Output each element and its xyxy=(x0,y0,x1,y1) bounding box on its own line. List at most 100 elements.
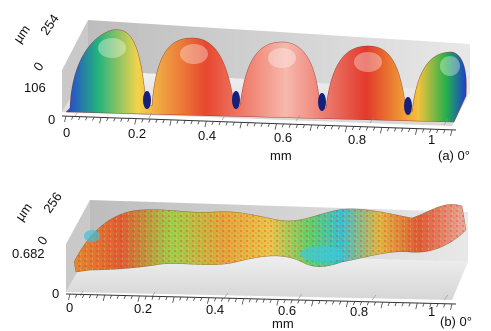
panel-b-z-low: 0.682 xyxy=(12,246,45,261)
panel-b-x-minor-ticks xyxy=(68,293,453,311)
panel-a-x-tick xyxy=(225,121,228,126)
panel-a-floor-grid xyxy=(74,111,449,126)
panel-a-x-tick xyxy=(379,127,383,134)
panel-a-x-tick xyxy=(239,122,242,129)
panel-b-x-tick xyxy=(339,300,342,305)
panel-a-x-tick xyxy=(436,129,439,134)
panel-a-x-tick xyxy=(408,128,411,133)
panel-b-x-tick xyxy=(234,298,238,303)
panel-a-caption: (a) 0° xyxy=(438,148,470,163)
panel-b-x-tick xyxy=(429,303,432,308)
panel-a-x-tick-3: 0.6 xyxy=(274,130,292,145)
panel-a-x-tick xyxy=(415,128,418,135)
panel-b-x-tick xyxy=(290,299,293,304)
panel-a-x-tick xyxy=(148,118,151,123)
panel-b-x-tick xyxy=(220,297,224,302)
panel-a-x-minor-ticks xyxy=(64,115,453,137)
panel-a-x-tick xyxy=(365,126,369,131)
panel-b-x-tick xyxy=(248,298,251,303)
panel-b-x-tick xyxy=(227,298,231,302)
panel-b-x-tick xyxy=(82,294,85,299)
panel-a-x-tick xyxy=(386,127,390,132)
panel-a-x-tick xyxy=(64,115,67,123)
panel-a-x-tick xyxy=(197,120,200,125)
panel-b-x-tick-3: 0.6 xyxy=(278,303,296,318)
panel-a-x-tick xyxy=(443,129,446,134)
panel-a-x-tick xyxy=(85,116,88,121)
panel-b-surface-texture xyxy=(74,204,466,272)
panel-b-x-tick xyxy=(325,300,328,305)
panel-b-x-tick xyxy=(450,303,453,311)
panel-a-x-tick xyxy=(134,118,137,125)
panel-b-x-tick xyxy=(408,302,411,307)
panel-b-x-tick xyxy=(172,296,175,303)
panel-b-left-wall xyxy=(66,200,90,292)
panel-a: µm 254 0 106 0 0 0.2 0.4 0.6 0.8 1 mm (a… xyxy=(10,11,470,163)
panel-b-x-tick xyxy=(193,297,196,301)
panel-a-x-tick xyxy=(232,121,235,126)
panel-a-x-tick xyxy=(162,119,165,124)
panel-a-x-tick xyxy=(323,125,327,130)
panel-b-x-tick xyxy=(366,301,370,306)
panel-a-x-tick xyxy=(246,122,249,127)
panel-a-x-tick xyxy=(422,128,425,133)
panel-b-x-tick xyxy=(158,296,161,301)
panel-a-x-tick xyxy=(120,117,123,122)
panel-b-x-tick-1: 0.2 xyxy=(134,301,152,316)
panel-b-x-unit: mm xyxy=(272,316,294,331)
panel-b-x-tick xyxy=(102,294,106,302)
panel-b-x-tick xyxy=(95,294,99,299)
panel-b-x-tick xyxy=(165,296,168,301)
panel-a-x-tick xyxy=(218,121,221,126)
panel-a-x-tick xyxy=(176,119,179,124)
panel-b-x-tick xyxy=(255,298,258,303)
panel-a-x-unit: mm xyxy=(270,148,292,163)
panel-a-x-tick xyxy=(92,116,95,121)
panel-a-x-tick xyxy=(281,123,284,128)
panel-a-x-tick xyxy=(113,117,116,122)
panel-b-green-patch xyxy=(84,230,100,242)
panel-b-x-tick xyxy=(116,295,119,299)
panel-a-x-tick xyxy=(190,120,193,125)
panel-b-x-tick xyxy=(297,299,300,304)
panel-b-x-tick xyxy=(318,300,321,305)
panel-a-x-tick-5: 1 xyxy=(428,132,435,147)
panel-b-x-tick xyxy=(422,303,425,307)
panel-a-x-tick-4: 0.8 xyxy=(348,132,366,147)
panel-a-z-unit: µm xyxy=(10,22,33,46)
panel-b-x-tick-4: 0.8 xyxy=(350,304,368,319)
panel-a-x-tick xyxy=(316,125,320,129)
panel-b-x-tick xyxy=(151,296,154,300)
panel-a-x-tick xyxy=(309,124,313,132)
panel-b-x-tick xyxy=(436,303,439,308)
panel-a-z-mid: 0 xyxy=(30,59,46,74)
panel-b-x-tick xyxy=(207,297,210,304)
panel-b-x-tick xyxy=(130,295,133,300)
panel-a-x-tick xyxy=(78,116,81,121)
panel-a-x-tick xyxy=(351,126,355,131)
panel-b-x-tick-5: 1 xyxy=(428,304,435,319)
panel-a-x-tick xyxy=(211,121,214,126)
panel-b-x-tick xyxy=(345,301,349,308)
panel-b-x-tick xyxy=(332,300,335,305)
panel-b-x-tick xyxy=(186,296,189,301)
panel-b-caption: (b) 0° xyxy=(440,314,472,329)
panel-a-origin: 0 xyxy=(48,112,55,127)
panel-b-x-tick xyxy=(68,293,71,301)
panel-b-x-tick xyxy=(311,300,314,307)
panel-a-x-tick xyxy=(183,120,186,124)
panel-a-x-tick xyxy=(71,116,74,120)
panel-b-x-tick xyxy=(359,301,363,306)
panel-a-x-tick xyxy=(337,125,341,130)
panel-b-x-tick xyxy=(123,295,126,300)
panel-a-z-low: 106 xyxy=(24,80,46,95)
panel-a-x-tick xyxy=(401,128,404,132)
panel-a-x-tick xyxy=(155,119,158,123)
panel-a-x-tick xyxy=(267,123,270,128)
panel-b-x-tick xyxy=(241,298,245,305)
panel-a-x-tick xyxy=(393,127,397,132)
panel-a-surface xyxy=(65,29,467,123)
panel-b-x-tick xyxy=(75,294,78,298)
panel-a-x-tick-2: 0.4 xyxy=(198,128,216,143)
panel-a-x-tick xyxy=(274,123,277,130)
